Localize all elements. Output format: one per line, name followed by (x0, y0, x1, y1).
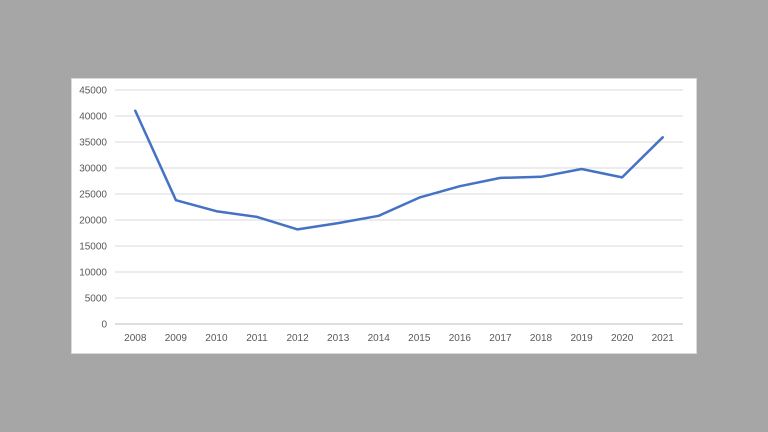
x-tick-label: 2019 (570, 333, 593, 344)
x-axis-tick-labels: 2008 2009 2010 2011 2012 2013 2014 2015 2016 2017… (124, 333, 674, 344)
y-tick-label: 0 (101, 320, 107, 331)
gridlines (115, 89, 683, 299)
y-tick-label: 10000 (79, 268, 107, 279)
x-tick-label: 2018 (530, 333, 553, 344)
y-tick-label: 35000 (79, 138, 107, 149)
y-tick-label: 15000 (79, 242, 107, 253)
chart-panel: 0 5000 10000 15000 20000 25000 30000 35000 40000… (71, 78, 697, 354)
y-tick-label: 5000 (85, 294, 108, 305)
y-tick-label: 45000 (79, 86, 107, 97)
x-tick-label: 2021 (652, 333, 675, 344)
x-tick-label: 2011 (246, 333, 268, 344)
x-tick-label: 2020 (611, 333, 634, 344)
series-layer (134, 109, 664, 231)
y-axis-tick-labels: 0 5000 10000 15000 20000 25000 30000 35000 40000… (79, 86, 107, 331)
line-chart: 0 5000 10000 15000 20000 25000 30000 35000 40000… (79, 86, 683, 344)
x-tick-label: 2016 (449, 333, 472, 344)
x-tick-label: 2017 (489, 333, 512, 344)
y-tick-label: 30000 (79, 164, 107, 175)
x-tick-label: 2008 (124, 333, 147, 344)
y-tick-label: 40000 (79, 112, 107, 123)
x-tick-label: 2009 (165, 333, 188, 344)
series-line (134, 109, 664, 231)
y-tick-label: 20000 (79, 216, 107, 227)
x-tick-label: 2014 (368, 333, 391, 344)
x-tick-label: 2010 (205, 333, 228, 344)
y-tick-label: 25000 (79, 190, 107, 201)
x-tick-label: 2012 (286, 333, 309, 344)
x-tick-label: 2013 (327, 333, 350, 344)
x-tick-label: 2015 (408, 333, 431, 344)
